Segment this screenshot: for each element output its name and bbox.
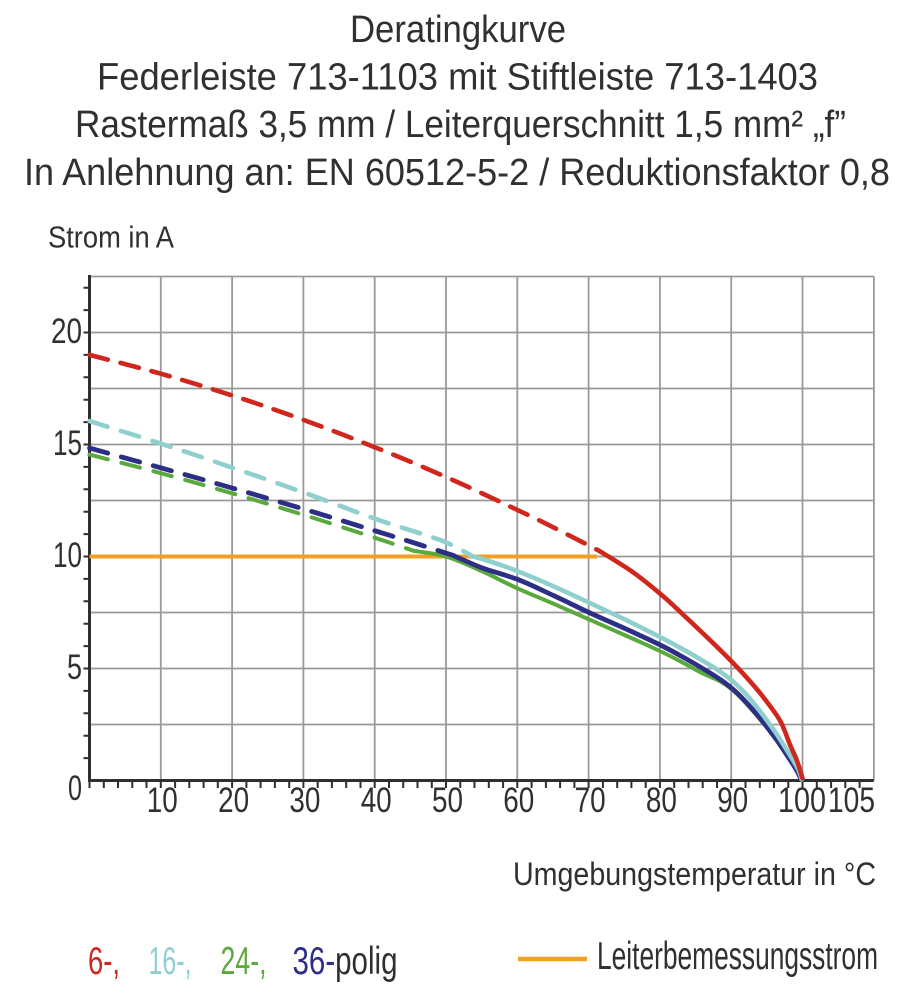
svg-text:Federleiste 713-1103 mit Stift: Federleiste 713-1103 mit Stiftleiste 713… [97, 57, 818, 99]
svg-text:Rastermaß 3,5 mm / Leiterquers: Rastermaß 3,5 mm / Leiterquerschnitt 1,5… [75, 104, 846, 146]
svg-text:10: 10 [53, 536, 82, 575]
svg-text:10: 10 [147, 781, 178, 820]
svg-text:0: 0 [68, 769, 82, 808]
svg-text:6-,: 6-, [88, 940, 120, 983]
svg-text:70: 70 [575, 781, 606, 820]
svg-text:90: 90 [717, 781, 748, 820]
svg-text:100: 100 [778, 781, 826, 820]
svg-text:15: 15 [53, 424, 82, 463]
svg-text:20: 20 [51, 312, 82, 351]
svg-text:In Anlehnung an: EN 60512-5-2: In Anlehnung an: EN 60512-5-2 / Reduktio… [24, 152, 890, 194]
svg-text:40: 40 [361, 781, 392, 820]
svg-text:105: 105 [828, 781, 875, 820]
svg-text:20: 20 [218, 781, 249, 820]
svg-text:30: 30 [289, 781, 320, 820]
svg-text:16-,: 16-, [149, 940, 192, 983]
svg-text:24-,: 24-, [221, 940, 267, 983]
svg-text:36-polig: 36-polig [293, 940, 398, 983]
svg-text:50: 50 [432, 781, 463, 820]
svg-text:Deratingkurve: Deratingkurve [350, 9, 566, 51]
svg-text:60: 60 [503, 781, 534, 820]
svg-text:Leiterbemessungsstrom: Leiterbemessungsstrom [597, 935, 878, 978]
svg-text:80: 80 [646, 781, 677, 820]
svg-text:Umgebungstemperatur in °C: Umgebungstemperatur in °C [513, 856, 876, 892]
svg-text:Strom in A: Strom in A [48, 220, 174, 255]
svg-text:5: 5 [67, 648, 82, 687]
